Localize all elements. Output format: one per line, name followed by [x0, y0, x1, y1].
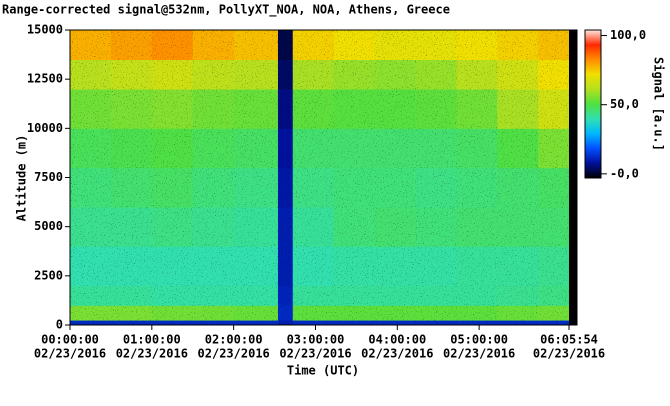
x-tick-date: 02/23/2016	[198, 347, 270, 361]
colorbar-label: Signal [a.u.]	[652, 57, 666, 151]
x-axis-label: Time (UTC)	[287, 364, 359, 378]
x-tick-label: 05:00:00	[450, 333, 508, 347]
colorbar	[584, 29, 602, 179]
y-tick-label: 15000	[27, 23, 63, 37]
colorbar-tick-label: 50,0	[610, 97, 639, 111]
colorbar-tick-label: -0,0	[610, 166, 639, 180]
x-tick-date: 02/23/2016	[361, 347, 433, 361]
x-tick-label: 01:00:00	[123, 333, 181, 347]
x-tick-date: 02/23/2016	[116, 347, 188, 361]
y-tick-label: 0	[56, 318, 63, 332]
y-tick-label: 12500	[27, 72, 63, 86]
x-tick-label: 00:00:00	[41, 333, 99, 347]
y-tick-label: 5000	[34, 219, 63, 233]
colorbar-tick-label: 100,0	[610, 28, 646, 42]
chart-title: Range-corrected signal@532nm, PollyXT_NO…	[2, 3, 450, 18]
x-tick-date: 02/23/2016	[279, 347, 351, 361]
y-tick-label: 2500	[34, 268, 63, 282]
signal-noise	[70, 30, 569, 325]
x-tick-date: 02/23/2016	[443, 347, 515, 361]
x-tick-label: 04:00:00	[368, 333, 426, 347]
x-tick-label: 03:00:00	[287, 333, 345, 347]
no-data-band	[569, 30, 577, 325]
x-tick-label: 06:05:54	[540, 333, 598, 347]
x-tick-date: 02/23/2016	[34, 347, 106, 361]
x-tick-label: 02:00:00	[205, 333, 263, 347]
y-tick-label: 10000	[27, 121, 63, 135]
x-tick-date: 02/23/2016	[533, 347, 605, 361]
y-tick-label: 7500	[34, 170, 63, 184]
y-axis-label: Altitude (m)	[15, 135, 29, 222]
